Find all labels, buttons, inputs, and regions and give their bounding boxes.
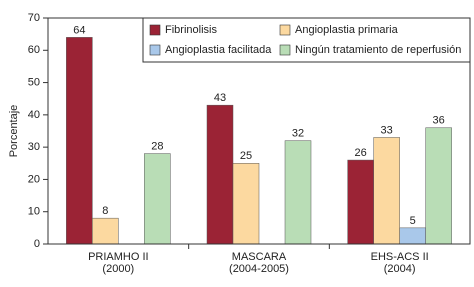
legend-label: Ningún tratamiento de reperfusión <box>295 44 461 56</box>
value-label: 8 <box>102 205 108 217</box>
x-tick-label-line: MASCARA <box>232 251 287 263</box>
x-tick-label: MASCARA (2004-2005) <box>229 251 289 275</box>
y-tick-label: 50 <box>28 76 40 88</box>
legend-swatch <box>149 24 161 36</box>
x-tick-label-line: PRIAMHO II <box>88 251 149 263</box>
legend-label: Fibrinolisis <box>165 24 217 36</box>
bar <box>284 140 312 245</box>
bar <box>206 104 234 245</box>
bar <box>144 153 171 245</box>
bar <box>66 37 93 245</box>
x-tick-label-line: (2004) <box>384 263 416 275</box>
bar <box>232 163 260 245</box>
value-label: 43 <box>214 92 226 104</box>
x-tick-label-line: (2004-2005) <box>229 263 289 275</box>
x-tick-label-line: (2000) <box>102 263 134 275</box>
value-label: 36 <box>433 115 445 127</box>
value-label: 25 <box>240 150 252 162</box>
y-tick-label: 0 <box>34 238 40 250</box>
bar <box>399 227 426 245</box>
value-label: 64 <box>73 24 85 36</box>
y-tick-label: 60 <box>28 44 40 56</box>
legend-label: Angioplastia facilitada <box>165 44 272 56</box>
y-tick-label: 30 <box>28 141 40 153</box>
legend-swatch <box>279 44 291 56</box>
legend-label: Angioplastia primaria <box>295 24 399 36</box>
bar <box>347 159 374 245</box>
value-label: 28 <box>151 141 163 153</box>
value-label: 26 <box>355 147 367 159</box>
bar <box>373 137 400 245</box>
y-tick-label: 20 <box>28 173 40 185</box>
legend-swatch <box>149 44 161 56</box>
legend-swatch <box>279 24 291 36</box>
value-label: 5 <box>410 215 416 227</box>
bar <box>92 217 119 245</box>
x-tick-label: PRIAMHO II (2000) <box>88 251 149 275</box>
x-tick-label-line: EHS-ACS II <box>371 251 429 263</box>
x-tick-label: EHS-ACS II (2004) <box>371 251 429 275</box>
value-label: 32 <box>292 128 304 140</box>
y-tick-label: 40 <box>28 109 40 121</box>
y-axis-label: Porcentaje <box>8 105 20 158</box>
y-tick-label: 70 <box>28 12 40 24</box>
y-tick-label: 10 <box>28 206 40 218</box>
bar <box>425 127 452 245</box>
legend-box <box>142 17 471 63</box>
value-label: 33 <box>381 124 393 136</box>
